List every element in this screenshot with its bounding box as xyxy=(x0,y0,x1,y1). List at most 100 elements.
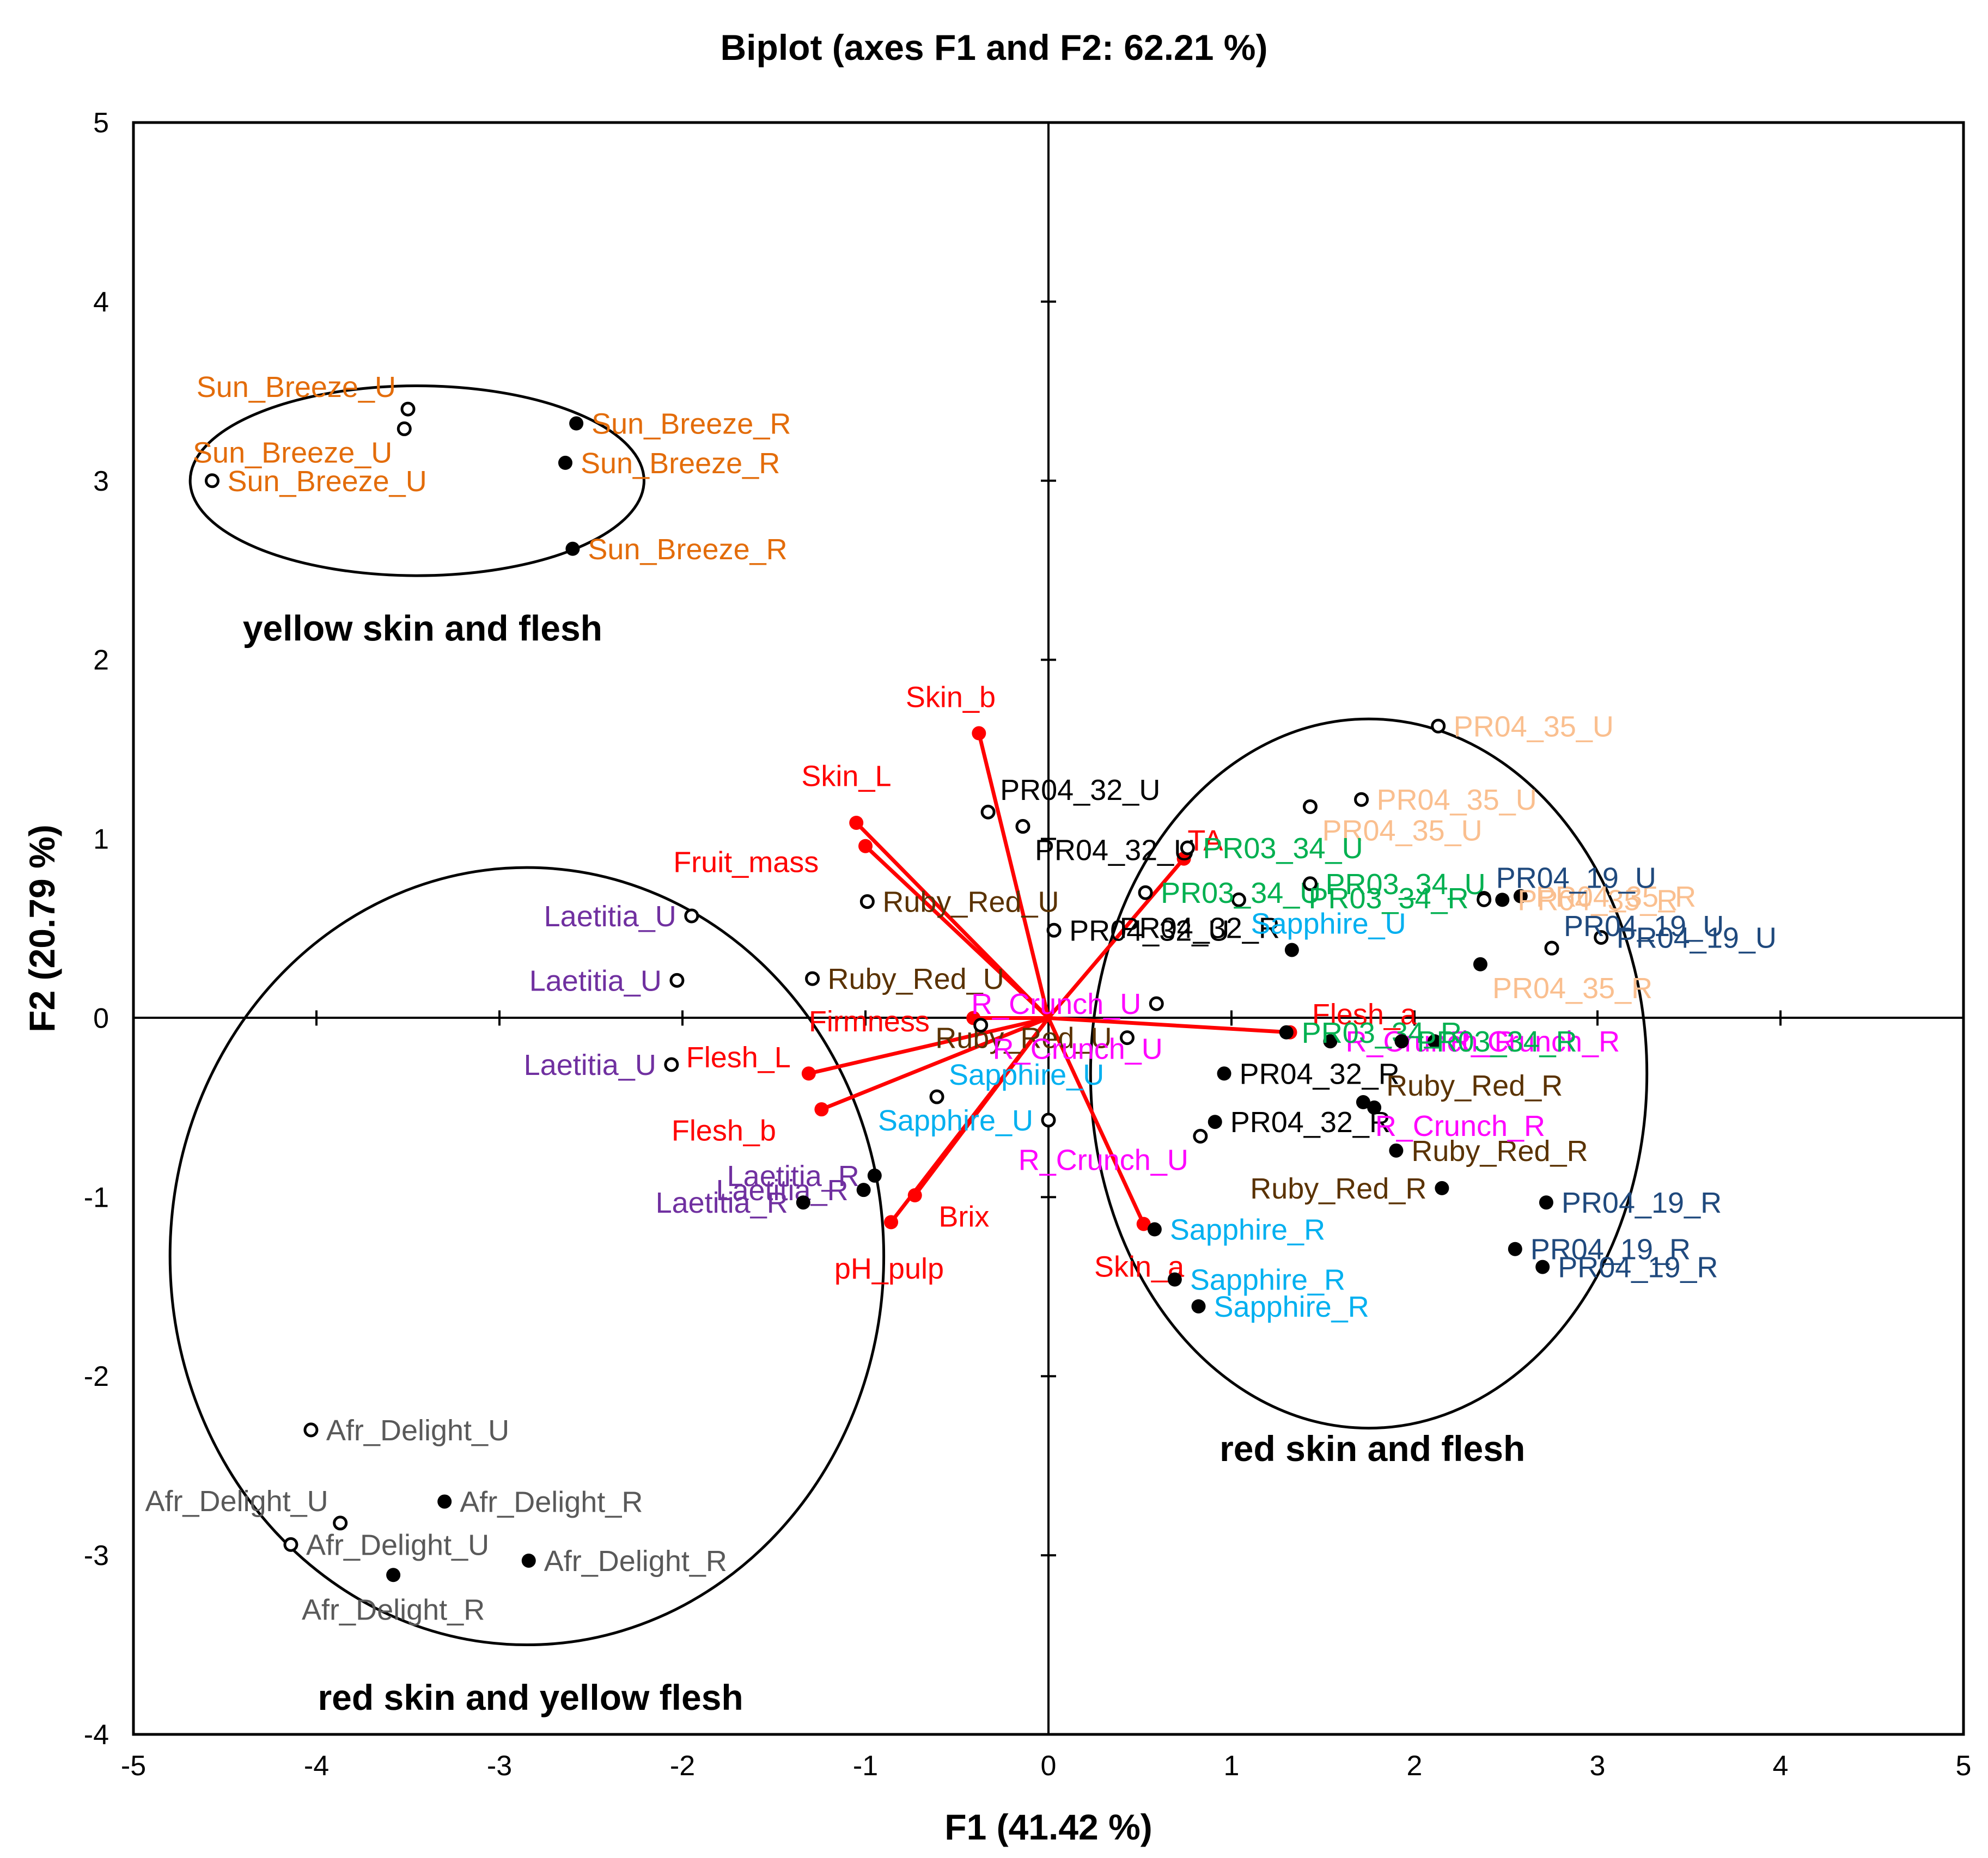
data-point xyxy=(1167,1272,1182,1287)
data-point-label: Sapphire_R xyxy=(1170,1214,1325,1246)
data-point-label: R_Crunch_R xyxy=(1450,1025,1620,1058)
data-point-label: PR04_35_R xyxy=(1492,972,1652,1005)
data-point-label: PR04_32_R xyxy=(1230,1106,1391,1139)
data-point xyxy=(400,401,416,417)
data-point xyxy=(1539,1195,1553,1210)
data-point xyxy=(1279,1025,1294,1040)
group-label: red skin and flesh xyxy=(1219,1428,1525,1469)
variable-vector-tip xyxy=(1136,1217,1151,1231)
data-point xyxy=(856,1183,871,1197)
data-point-label: Sun_Breeze_U xyxy=(197,371,396,404)
data-point xyxy=(1119,1030,1135,1046)
data-point-label: PR04_32_U xyxy=(1069,914,1229,947)
variable-label: Flesh_L xyxy=(686,1041,791,1074)
data-point xyxy=(303,1422,319,1438)
data-point xyxy=(805,971,820,986)
data-point-label: Afr_Delight_R xyxy=(302,1593,485,1626)
data-point xyxy=(1323,1034,1338,1049)
data-point-label: PR04_35_R xyxy=(1517,884,1678,916)
variable-vector-tip xyxy=(801,1066,816,1081)
data-point xyxy=(569,416,584,431)
data-point-label: Ruby_Red_R xyxy=(1386,1069,1563,1102)
data-point xyxy=(565,541,580,556)
variable-vector xyxy=(1046,1017,1145,1225)
variable-vector xyxy=(808,1016,1049,1075)
data-point-label: Sapphire_U xyxy=(878,1104,1033,1137)
data-point-label: PR04_35_U xyxy=(1322,814,1482,847)
data-point-label: PR04_19_U xyxy=(1564,910,1724,943)
variable-label: Fruit_mass xyxy=(673,846,819,878)
inner-ticks xyxy=(315,300,1782,1557)
data-point xyxy=(1015,819,1030,834)
data-point-label: PR03_34_U xyxy=(1325,868,1485,901)
data-point xyxy=(1217,1066,1231,1081)
data-point-label: PR04_32_U xyxy=(1035,834,1195,867)
group-label: yellow skin and flesh xyxy=(243,608,602,648)
data-point xyxy=(1435,1181,1449,1195)
y-tick-label: 4 xyxy=(93,286,109,318)
data-point xyxy=(973,1018,989,1033)
group-ellipses xyxy=(168,384,1649,1647)
x-tick-label: -4 xyxy=(304,1750,329,1782)
data-point-label: PR04_32_R xyxy=(1240,1058,1400,1090)
y-tick-label: -1 xyxy=(84,1182,109,1213)
data-point xyxy=(1231,892,1246,907)
data-point-label: PR04_19_R xyxy=(1558,1251,1718,1284)
data-point-label: PR04_19_U xyxy=(1496,861,1656,894)
variable-vector-tip xyxy=(884,1215,899,1230)
variable-vector xyxy=(889,1017,1050,1224)
data-point-label: Afr_Delight_U xyxy=(306,1529,489,1561)
data-point-label: R_Crunch_R xyxy=(1375,1110,1545,1142)
data-point xyxy=(1193,1129,1208,1144)
group-label: red skin and yellow flesh xyxy=(318,1677,743,1718)
data-point xyxy=(1513,889,1528,903)
data-point-label: Laetitia_R xyxy=(656,1187,788,1219)
data-point xyxy=(1191,1299,1206,1313)
x-tick-label: 3 xyxy=(1590,1750,1606,1782)
data-point-label: Sun_Breeze_R xyxy=(591,408,791,441)
variable-vector xyxy=(977,732,1051,1019)
data-point-label: Sun_Breeze_R xyxy=(581,447,780,480)
data-point-label: Sun_Breeze_R xyxy=(588,533,787,566)
data-point xyxy=(867,1168,882,1183)
data-point xyxy=(283,1537,298,1552)
data-point xyxy=(1535,1260,1550,1274)
data-point xyxy=(669,973,685,988)
data-point xyxy=(1046,922,1062,938)
data-point xyxy=(1477,892,1492,907)
data-point-label: PR04_32_R xyxy=(1120,912,1280,944)
data-point-label: Sapphire_R xyxy=(1214,1291,1369,1323)
data-point-label: Ruby_Red_U xyxy=(935,1022,1112,1055)
variable-label: Skin_L xyxy=(801,760,891,792)
x-tick-labels: -5 -4 -3 -2 -1 0 1 2 3 4 5 xyxy=(121,1750,1972,1782)
data-point-label: Afr_Delight_R xyxy=(460,1486,643,1518)
data-point-label: Sapphire_R xyxy=(1190,1264,1345,1297)
data-point xyxy=(521,1553,536,1568)
data-point xyxy=(1431,718,1446,734)
y-tick-label: 2 xyxy=(93,645,109,676)
data-point-label: R_Crunch_U xyxy=(993,1033,1163,1066)
x-tick-label: 4 xyxy=(1773,1750,1789,1782)
data-point-label: Afr_Delight_U xyxy=(326,1414,509,1447)
variable-vector-tip xyxy=(858,839,873,853)
y-tick-label: 1 xyxy=(93,824,109,855)
data-point-label: PR03_34_U xyxy=(1203,832,1363,865)
data-point-label: PR04_32_U xyxy=(1000,774,1160,806)
data-point xyxy=(684,908,699,924)
data-point-label: Laetitia_U xyxy=(524,1049,656,1081)
data-point xyxy=(1149,996,1164,1011)
data-point-label: R_Crunch_U xyxy=(971,988,1141,1020)
y-tick-label: -2 xyxy=(84,1361,109,1392)
data-point xyxy=(1367,1100,1382,1115)
x-tick-label: -2 xyxy=(670,1750,695,1782)
data-point xyxy=(1138,885,1153,900)
variable-label: Flesh_a xyxy=(1312,998,1417,1031)
data-point xyxy=(664,1057,679,1072)
y-axis-label: F2 (20.79 %) xyxy=(22,824,62,1032)
data-point xyxy=(929,1089,944,1104)
data-point xyxy=(1508,1242,1522,1256)
x-tick-label: 5 xyxy=(1956,1750,1972,1782)
data-point-label: PR03_34_R xyxy=(1417,1025,1577,1058)
data-point xyxy=(1594,930,1609,945)
data-point-label: R_Crunch_U xyxy=(1019,1144,1188,1177)
